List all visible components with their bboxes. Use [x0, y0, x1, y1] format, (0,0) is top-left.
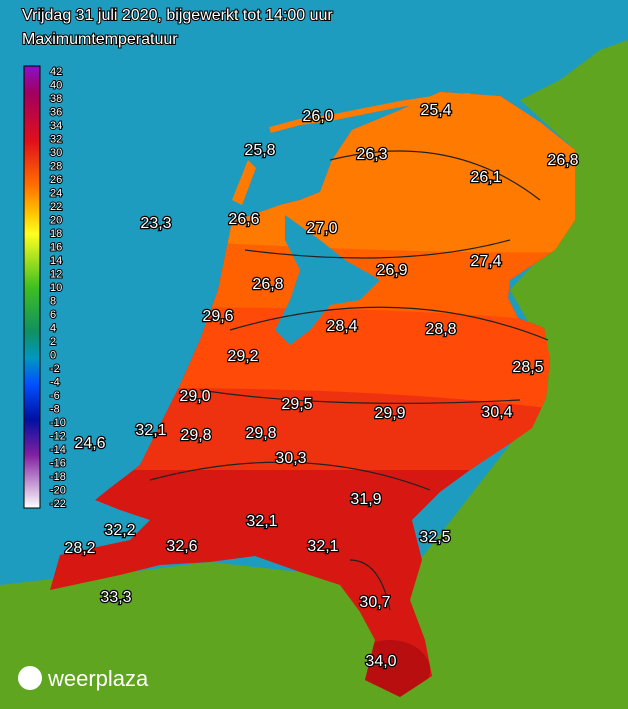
- legend-label: 24: [50, 187, 62, 199]
- station-temperature: 27,0: [306, 220, 337, 237]
- legend-label: 4: [50, 322, 56, 334]
- legend-label: 20: [50, 214, 62, 226]
- station-temperature: 26,1: [470, 169, 501, 186]
- logo-text: weerplaza: [47, 666, 149, 691]
- legend-label: -10: [50, 417, 66, 429]
- islands: [269, 93, 471, 133]
- station-temperature: 26,6: [228, 211, 259, 228]
- legend-label: 32: [50, 133, 62, 145]
- station-temperature: 26,8: [547, 152, 578, 169]
- station-temperature: 23,3: [140, 215, 171, 232]
- legend-label: 22: [50, 201, 62, 213]
- station-temperature: 26,3: [356, 146, 387, 163]
- station-temperature: 25,8: [244, 142, 275, 159]
- station-temperature: 28,5: [512, 359, 543, 376]
- legend-label: 28: [50, 160, 62, 172]
- legend-label: 40: [50, 79, 62, 91]
- legend-label: 16: [50, 241, 62, 253]
- legend-label: -20: [50, 484, 66, 496]
- legend-label: 36: [50, 106, 62, 118]
- legend-label: -16: [50, 457, 66, 469]
- station-temperature: 28,4: [326, 318, 357, 335]
- ijsselmeer: [275, 215, 380, 345]
- legend-label: -4: [50, 376, 60, 388]
- station-temperature: 32,5: [419, 529, 450, 546]
- land: [0, 40, 628, 709]
- station-temperature: 29,8: [245, 425, 276, 442]
- station-temperature: 29,6: [202, 308, 233, 325]
- legend-label: 12: [50, 268, 62, 280]
- station-temperature: 31,9: [350, 491, 381, 508]
- legend-label: 34: [50, 120, 62, 132]
- legend-label: -22: [50, 498, 66, 510]
- station-temperature: 34,0: [365, 653, 396, 670]
- station-temperature: 32,6: [166, 538, 197, 555]
- logo-icon: [18, 666, 42, 690]
- station-temperature: 30,7: [359, 594, 390, 611]
- island: [232, 160, 256, 205]
- station-temperature: 24,6: [74, 435, 105, 452]
- station-temperature: 27,4: [470, 253, 501, 270]
- station-temperature: 32,1: [135, 422, 166, 439]
- subtitle: Maximumtemperatuur: [22, 31, 178, 48]
- legend-label: 6: [50, 309, 56, 321]
- station-temperature: 30,3: [275, 450, 306, 467]
- station-temperature: 29,2: [227, 348, 258, 365]
- legend-label: 30: [50, 147, 62, 159]
- legend-label: -8: [50, 403, 60, 415]
- legend-label: -6: [50, 390, 60, 402]
- legend-label: 0: [50, 349, 56, 361]
- station-temperature: 32,2: [104, 522, 135, 539]
- station-temperature: 26,0: [302, 108, 333, 125]
- station-temperature: 30,4: [481, 404, 512, 421]
- station-temperature: 32,1: [307, 538, 338, 555]
- legend-label: -12: [50, 430, 66, 442]
- legend-label: 26: [50, 174, 62, 186]
- station-temperature: 29,0: [179, 388, 210, 405]
- legend-label: -18: [50, 471, 66, 483]
- legend-label: 10: [50, 282, 62, 294]
- legend-label: 18: [50, 228, 62, 240]
- station-temperature: 26,9: [376, 262, 407, 279]
- station-temperature: 26,8: [252, 276, 283, 293]
- station-temperature: 29,9: [374, 405, 405, 422]
- legend-label: 14: [50, 255, 62, 267]
- station-temperature: 32,1: [246, 513, 277, 530]
- station-temperature: 25,4: [420, 102, 451, 119]
- station-temperature: 28,8: [425, 321, 456, 338]
- legend-label: -14: [50, 444, 66, 456]
- legend-label: 8: [50, 295, 56, 307]
- station-temperature: 28,2: [64, 540, 95, 557]
- station-temperature: 29,8: [180, 427, 211, 444]
- legend-label: 38: [50, 93, 62, 105]
- station-temperature: 29,5: [281, 396, 312, 413]
- title: Vrijdag 31 juli 2020, bijgewerkt tot 14:…: [22, 7, 333, 24]
- legend-label: -2: [50, 363, 60, 375]
- contour-lines: [149, 150, 549, 611]
- station-temperature: 33,3: [100, 589, 131, 606]
- legend-label: 42: [50, 66, 62, 78]
- legend-bar: [23, 65, 41, 509]
- legend-label: 2: [50, 336, 56, 348]
